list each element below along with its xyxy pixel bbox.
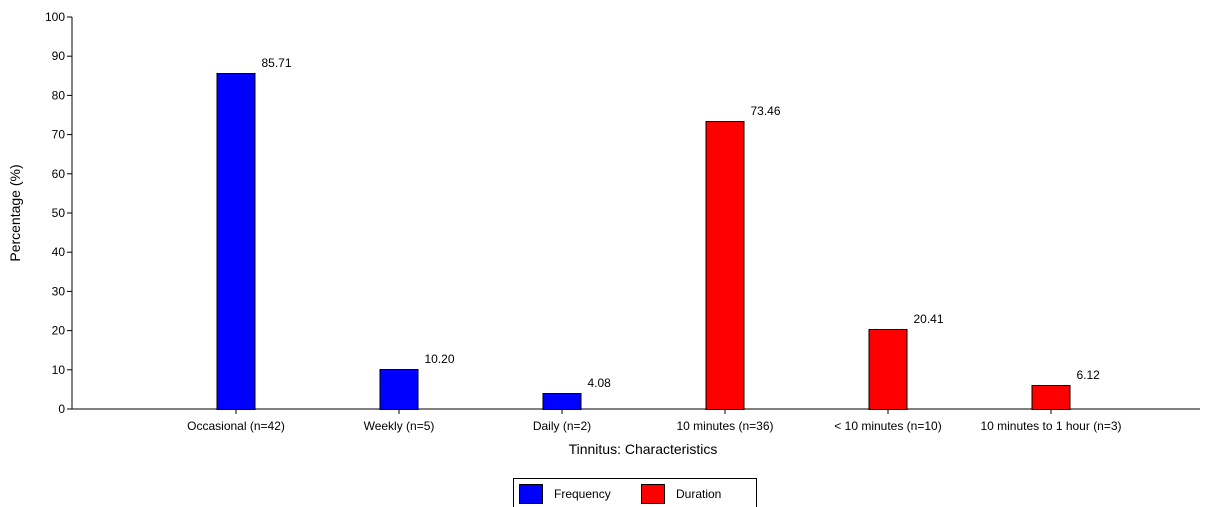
y-tick-label: 10: [52, 363, 66, 377]
legend-label-frequency: Frequency: [554, 487, 611, 501]
data-label: 6.12: [1077, 368, 1101, 382]
y-tick-label: 40: [52, 245, 66, 259]
x-tick-label: 10 minutes to 1 hour (n=3): [980, 419, 1121, 433]
y-tick-label: 90: [52, 49, 66, 63]
data-label: 73.46: [751, 104, 781, 118]
legend-swatch-frequency: [519, 484, 543, 504]
bar-frequency: [216, 73, 256, 410]
y-tick-label: 30: [52, 284, 66, 298]
legend-label-duration: Duration: [676, 487, 722, 501]
chart: 0 10 20 30 40 50 60 70 80 90 100 Occasional (n=42)…: [7, 10, 1200, 457]
y-tick-label: 80: [52, 88, 66, 102]
y-tick-label: 0: [58, 402, 65, 416]
y-axis: 0 10 20 30 40 50 60 70 80 90 100: [45, 10, 73, 416]
data-label: 20.41: [914, 312, 944, 326]
legend-item-frequency: Frequency: [519, 484, 611, 504]
bar-duration: [868, 328, 908, 410]
x-tick-label: Daily (n=2): [533, 419, 591, 433]
bar-duration: [1031, 385, 1071, 411]
y-tick-label: 100: [45, 10, 65, 24]
y-axis-title: Percentage (%): [7, 164, 23, 261]
legend-item-duration: Duration: [641, 484, 721, 504]
x-tick-label: Weekly (n=5): [364, 419, 435, 433]
x-axis: Occasional (n=42) Weekly (n=5) Daily (n=2)…: [72, 408, 1200, 433]
legend: Frequency Duration: [513, 478, 757, 507]
value-labels: 85.71 10.20 4.08 73.46 20.41 6.12: [262, 56, 1101, 390]
x-tick-label: 10 minutes (n=36): [676, 419, 773, 433]
y-tick-label: 50: [52, 206, 66, 220]
legend-swatch-duration: [641, 484, 665, 504]
bar-frequency: [542, 393, 582, 411]
bar-duration: [705, 121, 745, 410]
bar-frequency: [379, 369, 419, 410]
y-tick-label: 60: [52, 167, 66, 181]
y-tick-label: 20: [52, 324, 66, 338]
x-tick-label: < 10 minutes (n=10): [834, 419, 941, 433]
y-tick-label: 70: [52, 128, 66, 142]
data-label: 10.20: [425, 352, 455, 366]
data-label: 4.08: [588, 376, 612, 390]
bars: [216, 73, 1071, 411]
data-label: 85.71: [262, 56, 292, 70]
x-axis-title: Tinnitus: Characteristics: [569, 441, 718, 457]
x-tick-label: Occasional (n=42): [187, 419, 285, 433]
